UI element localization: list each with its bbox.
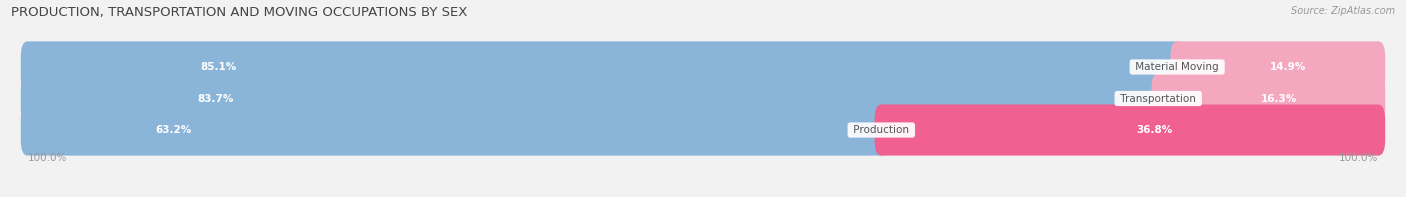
Text: Transportation: Transportation [1118, 94, 1199, 103]
Text: 16.3%: 16.3% [1261, 94, 1298, 103]
FancyBboxPatch shape [21, 104, 1385, 156]
FancyBboxPatch shape [1152, 73, 1385, 124]
FancyBboxPatch shape [21, 41, 1385, 93]
FancyBboxPatch shape [21, 73, 1166, 124]
FancyBboxPatch shape [1170, 41, 1385, 93]
FancyBboxPatch shape [875, 104, 1385, 156]
Text: 100.0%: 100.0% [28, 153, 67, 163]
FancyBboxPatch shape [21, 104, 889, 156]
Text: Production: Production [851, 125, 912, 135]
Text: 83.7%: 83.7% [197, 94, 233, 103]
FancyBboxPatch shape [21, 41, 1184, 93]
Text: Source: ZipAtlas.com: Source: ZipAtlas.com [1291, 6, 1395, 16]
Text: 36.8%: 36.8% [1136, 125, 1173, 135]
FancyBboxPatch shape [21, 73, 1385, 124]
Text: 14.9%: 14.9% [1270, 62, 1306, 72]
Text: Material Moving: Material Moving [1132, 62, 1222, 72]
Text: PRODUCTION, TRANSPORTATION AND MOVING OCCUPATIONS BY SEX: PRODUCTION, TRANSPORTATION AND MOVING OC… [11, 6, 468, 19]
Text: 63.2%: 63.2% [156, 125, 191, 135]
Text: 100.0%: 100.0% [1339, 153, 1378, 163]
Text: 85.1%: 85.1% [200, 62, 236, 72]
